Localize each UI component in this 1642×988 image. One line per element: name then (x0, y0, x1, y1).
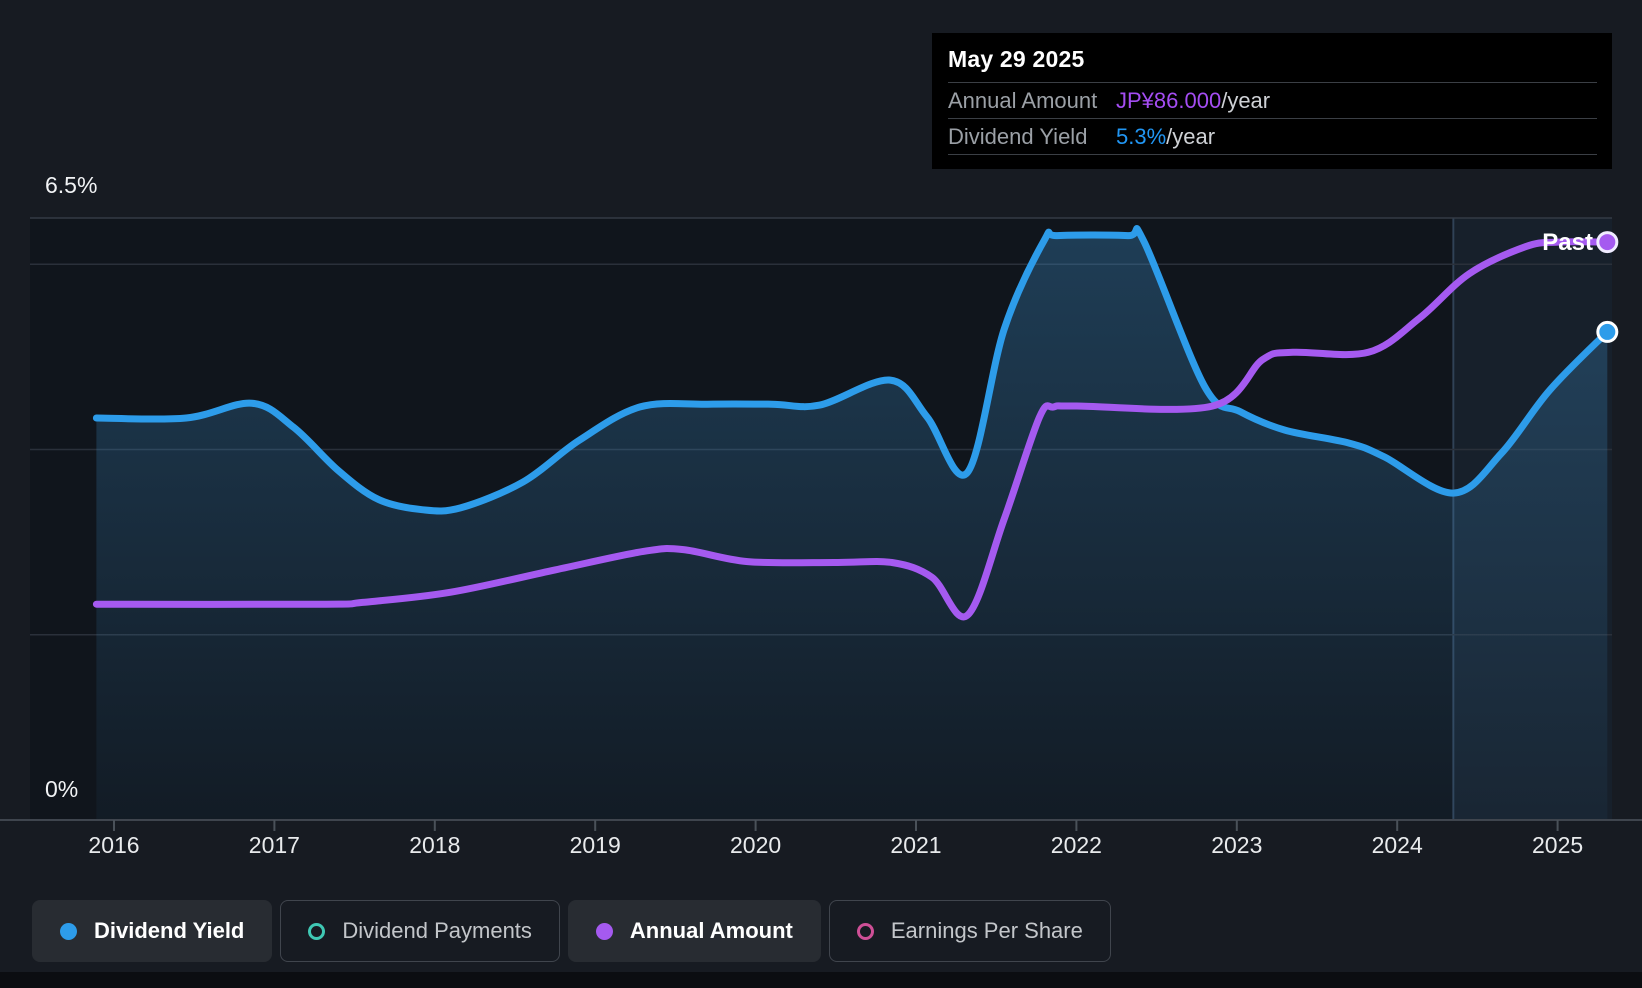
x-axis-ticks (113, 820, 1559, 831)
past-label: Past (1542, 229, 1593, 256)
legend-label: Dividend Yield (94, 918, 245, 943)
earnings-per-share-ring-icon (856, 922, 874, 940)
legend-dividend-payments-button[interactable]: Dividend Payments (280, 900, 560, 962)
y-axis-max-label: 6.5% (45, 172, 98, 198)
tooltip-date: May 29 2025 (948, 46, 1085, 72)
annual-amount-suffix: /year (1221, 87, 1271, 113)
annual-amount-value: JP¥86.000 (1116, 87, 1222, 113)
legend-earnings-per-share-button[interactable]: Earnings Per Share (828, 900, 1111, 962)
dividend-yield-line (92, 225, 1611, 515)
dividend-yield-dot-icon (60, 922, 77, 940)
x-axis-year-label: 2020 (730, 832, 782, 858)
x-axis-year-label: 2024 (1371, 832, 1423, 858)
legend-label: Dividend Payments (342, 918, 532, 943)
dividend-yield-suffix: /year (1166, 123, 1216, 149)
yield-end-marker-icon (1596, 320, 1619, 343)
series-legend: Dividend Yield Dividend Payments Annual … (32, 900, 1111, 962)
legend-dividend-yield-button[interactable]: Dividend Yield (32, 900, 273, 962)
annual-amount-label: Annual Amount (948, 87, 1098, 113)
x-axis-year-label: 2022 (1050, 832, 1102, 858)
yield-area-fill (96, 228, 1608, 820)
tooltip-dividend-yield-row: Dividend Yield 5.3% /year (948, 118, 1597, 154)
annual-amount-line (92, 238, 1611, 621)
legend-label: Annual Amount (629, 918, 793, 943)
x-axis-year-label: 2019 (569, 832, 621, 858)
annual-amount-dot-icon (595, 922, 613, 940)
legend-annual-amount-button[interactable]: Annual Amount (567, 900, 821, 962)
chart-tooltip: May 29 2025 Annual Amount JP¥86.000 /yea… (932, 33, 1612, 169)
tooltip-divider (948, 154, 1597, 155)
x-axis-year-label: 2025 (1532, 832, 1584, 858)
x-axis-year-label: 2016 (88, 832, 140, 858)
dividend-yield-label: Dividend Yield (948, 123, 1088, 149)
x-axis-year-label: 2023 (1211, 832, 1263, 858)
x-axis-year-label: 2021 (890, 832, 942, 858)
x-axis-year-label: 2017 (248, 832, 300, 858)
legend-label: Earnings Per Share (890, 918, 1083, 943)
y-axis-zero-label: 0% (45, 776, 79, 802)
dividend-yield-value: 5.3% (1116, 123, 1167, 149)
x-axis-year-label: 2018 (409, 832, 461, 858)
tooltip-annual-amount-row: Annual Amount JP¥86.000 /year (948, 82, 1597, 118)
amount-end-marker-icon (1596, 231, 1619, 254)
bottom-bar (0, 972, 1642, 988)
dividend-payments-ring-icon (308, 922, 326, 940)
